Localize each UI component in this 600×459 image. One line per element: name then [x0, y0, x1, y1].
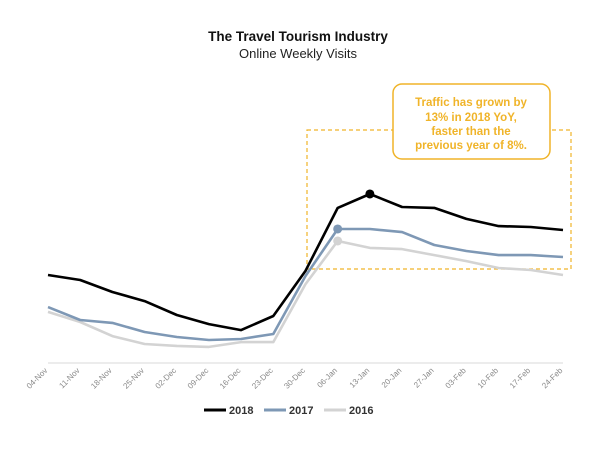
- x-tick-label: 04-Nov: [25, 366, 50, 391]
- x-tick-label: 20-Jan: [380, 366, 404, 390]
- x-tick-label: 10-Feb: [476, 366, 501, 391]
- x-tick-label: 23-Dec: [250, 366, 275, 391]
- callout-line-4: previous year of 8%.: [415, 140, 527, 152]
- highlight-region: [306, 129, 572, 270]
- x-tick-label: 30-Dec: [282, 366, 307, 391]
- x-tick-label: 11-Nov: [57, 366, 81, 390]
- x-tick-label: 17-Feb: [508, 366, 533, 391]
- series-line-2016: [47, 239, 564, 349]
- legend-label-2017: 2017: [289, 405, 313, 417]
- x-tick-label: 25-Nov: [121, 366, 146, 391]
- x-tick-label: 16-Dec: [218, 366, 243, 391]
- legend-item-2018: 2018: [204, 405, 253, 417]
- x-tick-label: 18-Nov: [89, 366, 114, 391]
- series-line-2018: [47, 192, 564, 332]
- chart-title: The Travel Tourism Industry: [208, 29, 388, 44]
- callout-line-3: faster than the: [431, 126, 510, 138]
- callout-line-2: 13% in 2018 YoY,: [425, 112, 517, 124]
- legend-item-2016: 2016: [324, 405, 373, 417]
- x-tick-label: 02-Dec: [154, 366, 179, 391]
- series-line-2017: [47, 227, 564, 342]
- point-marker-2016: [333, 236, 343, 246]
- point-marker-2018: [365, 189, 375, 199]
- plot-lines: [47, 192, 564, 349]
- point-marker-2017: [333, 224, 343, 234]
- legend-item-2017: 2017: [264, 405, 313, 417]
- callout-line-1: Traffic has grown by: [415, 97, 527, 109]
- chart-subtitle: Online Weekly Visits: [239, 46, 358, 61]
- callout-box: Traffic has grown by 13% in 2018 YoY, fa…: [392, 83, 551, 160]
- x-tick-label: 24-Feb: [540, 366, 565, 391]
- x-axis-ticks: 04-Nov 11-Nov 18-Nov 25-Nov 02-Dec 09-Dec 16-D…: [25, 366, 565, 391]
- x-tick-label: 03-Feb: [444, 366, 469, 391]
- x-tick-label: 09-Dec: [186, 366, 211, 391]
- point-markers: [333, 189, 375, 246]
- legend-label-2018: 2018: [229, 405, 253, 417]
- x-tick-label: 06-Jan: [315, 366, 339, 390]
- legend-label-2016: 2016: [349, 405, 373, 417]
- legend: 2018 2017 2016: [204, 405, 373, 417]
- x-tick-label: 13-Jan: [348, 366, 372, 390]
- callout-border: [392, 83, 551, 160]
- x-tick-label: 27-Jan: [412, 366, 436, 390]
